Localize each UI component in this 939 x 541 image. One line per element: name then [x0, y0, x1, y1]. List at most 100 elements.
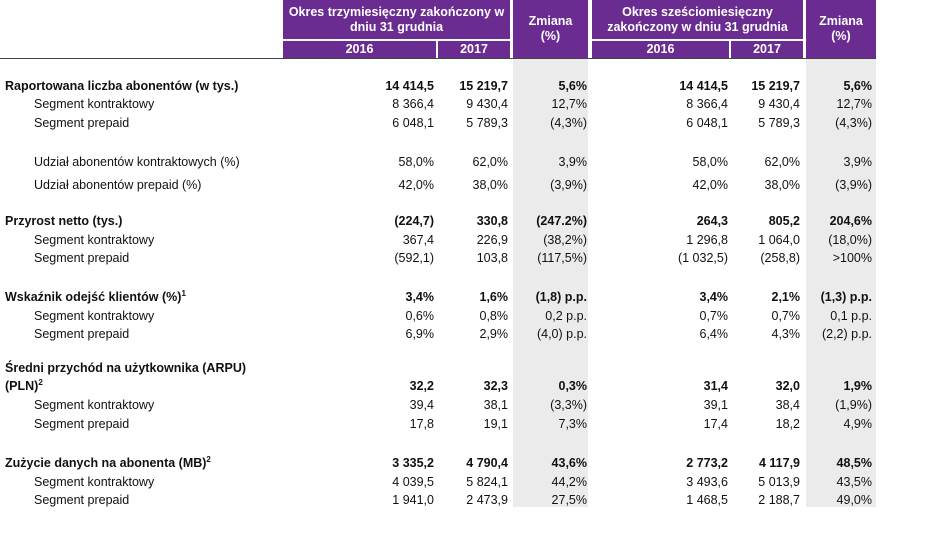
- table-cell: 15 219,7: [459, 79, 508, 93]
- year-label: 2016: [646, 42, 675, 56]
- change-column-6m-shade: [806, 59, 876, 507]
- header-6m-year-2016: 2016: [592, 41, 729, 58]
- table-row: Udział abonentów kontraktowych (%) 58,0% 6…: [0, 153, 939, 171]
- table-row: (PLN)2 32,2 32,3 0,3% 31,4 32,0 1,9%: [0, 377, 939, 395]
- footnote-marker: 2: [38, 377, 43, 387]
- table-cell: 367,4: [402, 233, 434, 247]
- row-label-text: Udział abonentów kontraktowych (%): [34, 155, 240, 169]
- table-cell: 27,5%: [551, 493, 587, 507]
- table-cell: 2 773,2: [686, 456, 728, 470]
- header-change-6m: Zmiana (%): [806, 0, 876, 58]
- table-cell: 19,1: [483, 417, 508, 431]
- table-cell: 62,0%: [764, 155, 800, 169]
- table-cell: 5 013,9: [758, 475, 800, 489]
- row-label: Segment prepaid: [34, 325, 129, 343]
- table-cell: 38,4: [775, 398, 800, 412]
- header-change-6m-text: Zmiana (%): [819, 14, 863, 43]
- row-label-text: Udział abonentów prepaid (%): [34, 178, 202, 192]
- table-cell: 42,0%: [398, 178, 434, 192]
- header-period-3m: Okres trzymiesięczny zakończony w dniu 3…: [283, 0, 510, 39]
- table-cell: 17,4: [703, 417, 728, 431]
- table-cell: 0,3%: [558, 379, 588, 393]
- row-label-text: Segment prepaid: [34, 417, 130, 431]
- footnote-marker: 1: [181, 288, 186, 298]
- table-cell: 8 366,4: [392, 97, 434, 111]
- header-period-6m-text: Okres sześciomiesięczny zakończony w dni…: [607, 4, 788, 34]
- table-cell: (224,7): [394, 214, 434, 228]
- table-row: Segment prepaid 6 048,1 5 789,3 (4,3%) 6 048…: [0, 114, 939, 132]
- table-cell: (4,0) p.p.: [536, 327, 587, 341]
- header-3m-year-2016: 2016: [283, 41, 436, 58]
- table-cell: 103,8: [476, 251, 508, 265]
- row-label-text: Segment prepaid: [34, 116, 130, 130]
- table-cell: (117,5%): [537, 251, 587, 265]
- table-cell: 264,3: [696, 214, 728, 228]
- table-cell: 5,6%: [843, 79, 873, 93]
- table-row: Przyrost netto (tys.) (224,7) 330,8 (247.2%…: [0, 212, 939, 230]
- table-cell: 39,1: [703, 398, 728, 412]
- row-label: Raportowana liczba abonentów (w tys.): [5, 77, 238, 95]
- row-label: Przyrost netto (tys.): [5, 212, 122, 230]
- table-cell: 38,0%: [472, 178, 508, 192]
- row-label: Udział abonentów prepaid (%): [34, 176, 201, 194]
- table-cell: 226,9: [476, 233, 508, 247]
- table-row: Zużycie danych na abonenta (MB)2 3 335,2 4…: [0, 454, 939, 472]
- table-cell: 44,2%: [551, 475, 587, 489]
- row-label: (PLN)2: [5, 377, 43, 395]
- table-cell: 3,4%: [699, 290, 729, 304]
- row-label-text: Zużycie danych na abonenta (MB): [5, 456, 207, 470]
- table-row: Segment kontraktowy 8 366,4 9 430,4 12,7% 8 …: [0, 95, 939, 113]
- table-cell: 7,3%: [558, 417, 588, 431]
- table-cell: 0,7%: [699, 309, 729, 323]
- row-label: Segment kontraktowy: [34, 396, 154, 414]
- table-cell: (38,2%): [543, 233, 587, 247]
- table-row: Segment prepaid (592,1) 103,8 (117,5%) (1 03…: [0, 249, 939, 267]
- table-cell: 32,3: [483, 379, 508, 393]
- table-cell: 18,2: [775, 417, 800, 431]
- table-cell: 6,4%: [699, 327, 729, 341]
- footnote-marker: 2: [206, 454, 211, 464]
- year-label: 2016: [345, 42, 374, 56]
- row-label-text: Segment kontraktowy: [34, 475, 155, 489]
- row-label-text: Segment kontraktowy: [34, 97, 155, 111]
- header-change-3m: Zmiana (%): [513, 0, 588, 58]
- row-label-text: Segment prepaid: [34, 251, 130, 265]
- table-row: Segment kontraktowy 39,4 38,1 (3,3%) 39,1 38,…: [0, 396, 939, 414]
- table-cell: 1,9%: [843, 379, 873, 393]
- year-label: 2017: [753, 42, 781, 56]
- table-cell: 48,5%: [836, 456, 872, 470]
- table-cell: 3,4%: [405, 290, 435, 304]
- table-cell: 5 789,3: [466, 116, 508, 130]
- table-cell: 6 048,1: [392, 116, 434, 130]
- table-cell: 58,0%: [692, 155, 728, 169]
- table-row: Segment kontraktowy 4 039,5 5 824,1 44,2% 3 …: [0, 473, 939, 491]
- table-cell: (1 032,5): [677, 251, 728, 265]
- row-label-text: Wskaźnik odejść klientów (%): [5, 290, 182, 304]
- table-cell: (258,8): [760, 251, 800, 265]
- table-cell: 15 219,7: [751, 79, 800, 93]
- table-cell: 39,4: [409, 398, 434, 412]
- table-cell: 12,7%: [836, 97, 872, 111]
- table-cell: 2 473,9: [466, 493, 508, 507]
- row-label-text: Średni przychód na użytkownika (ARPU): [5, 361, 247, 375]
- row-label: Segment prepaid: [34, 491, 129, 509]
- header-period-6m: Okres sześciomiesięczny zakończony w dni…: [592, 0, 803, 39]
- year-label: 2017: [460, 42, 488, 56]
- table-cell: (1,9%): [835, 398, 872, 412]
- change-column-3m-shade: [513, 59, 588, 507]
- table-cell: 204,6%: [829, 214, 872, 228]
- table-cell: 2,1%: [771, 290, 801, 304]
- table-row: Segment kontraktowy 0,6% 0,8% 0,2 p.p. 0,7% 0…: [0, 307, 939, 325]
- row-label-text: Segment prepaid: [34, 493, 130, 507]
- header-divider: [0, 58, 876, 59]
- table-cell: >100%: [832, 251, 872, 265]
- table-row: Segment prepaid 17,8 19,1 7,3% 17,4 18,2 4,9%: [0, 415, 939, 433]
- table-cell: 31,4: [703, 379, 728, 393]
- table-cell: 9 430,4: [466, 97, 508, 111]
- table-cell: 62,0%: [472, 155, 508, 169]
- row-label: Segment prepaid: [34, 114, 129, 132]
- table-row: Udział abonentów prepaid (%) 42,0% 38,0% (3…: [0, 176, 939, 194]
- table-cell: 0,7%: [771, 309, 801, 323]
- row-label-text: Segment prepaid: [34, 327, 130, 341]
- row-label-text: Segment kontraktowy: [34, 398, 155, 412]
